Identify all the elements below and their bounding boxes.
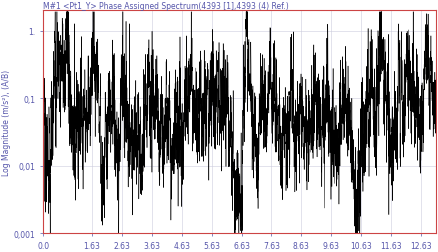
Text: M#1 <Pt1_Y> Phase Assigned Spectrum(4393 [1],4393 (4) Ref.): M#1 <Pt1_Y> Phase Assigned Spectrum(4393… — [43, 2, 289, 11]
Y-axis label: Log Magnitude (m/s²), (A/B): Log Magnitude (m/s²), (A/B) — [2, 69, 11, 175]
